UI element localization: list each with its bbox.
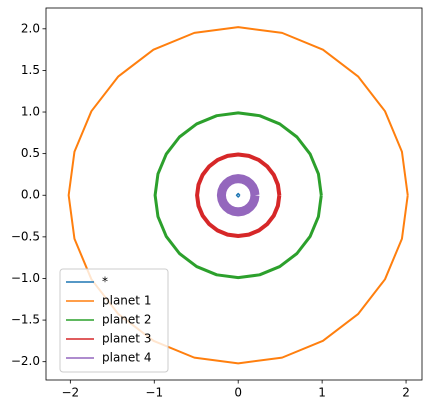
legend-label: planet 3	[102, 332, 151, 346]
y-tick-label: 0.5	[21, 146, 40, 160]
orbit-line	[216, 174, 260, 217]
y-tick-label: −1.5	[11, 313, 40, 327]
y-tick-label: 2.0	[21, 21, 40, 35]
x-tick-label: 0	[234, 386, 242, 400]
legend-label: planet 1	[102, 294, 151, 308]
y-tick-label: −0.5	[11, 229, 40, 243]
x-tick-label: 2	[402, 386, 410, 400]
orbit-line	[153, 111, 323, 280]
y-tick-label: 1.0	[21, 105, 40, 119]
y-tick-label: −1.0	[11, 271, 40, 285]
legend-label: *	[102, 275, 108, 289]
legend-label: planet 4	[102, 351, 151, 365]
axes-frame	[45, 7, 423, 381]
legend: * planet 1 planet 2 planet 3 planet 4	[59, 268, 169, 373]
x-tick-label: 1	[318, 386, 326, 400]
x-tick-label: −1	[145, 386, 163, 400]
orbit-line	[67, 26, 409, 365]
orbit-line	[235, 192, 241, 198]
x-tick-label: −2	[61, 386, 79, 400]
legend-box	[59, 268, 169, 373]
y-tick-label: 1.5	[21, 63, 40, 77]
legend-label: planet 2	[102, 313, 151, 327]
plot-area	[67, 26, 409, 365]
y-tick-label: 0.0	[21, 188, 40, 202]
y-tick-label: −2.0	[11, 354, 40, 368]
orbit-line	[195, 152, 282, 239]
